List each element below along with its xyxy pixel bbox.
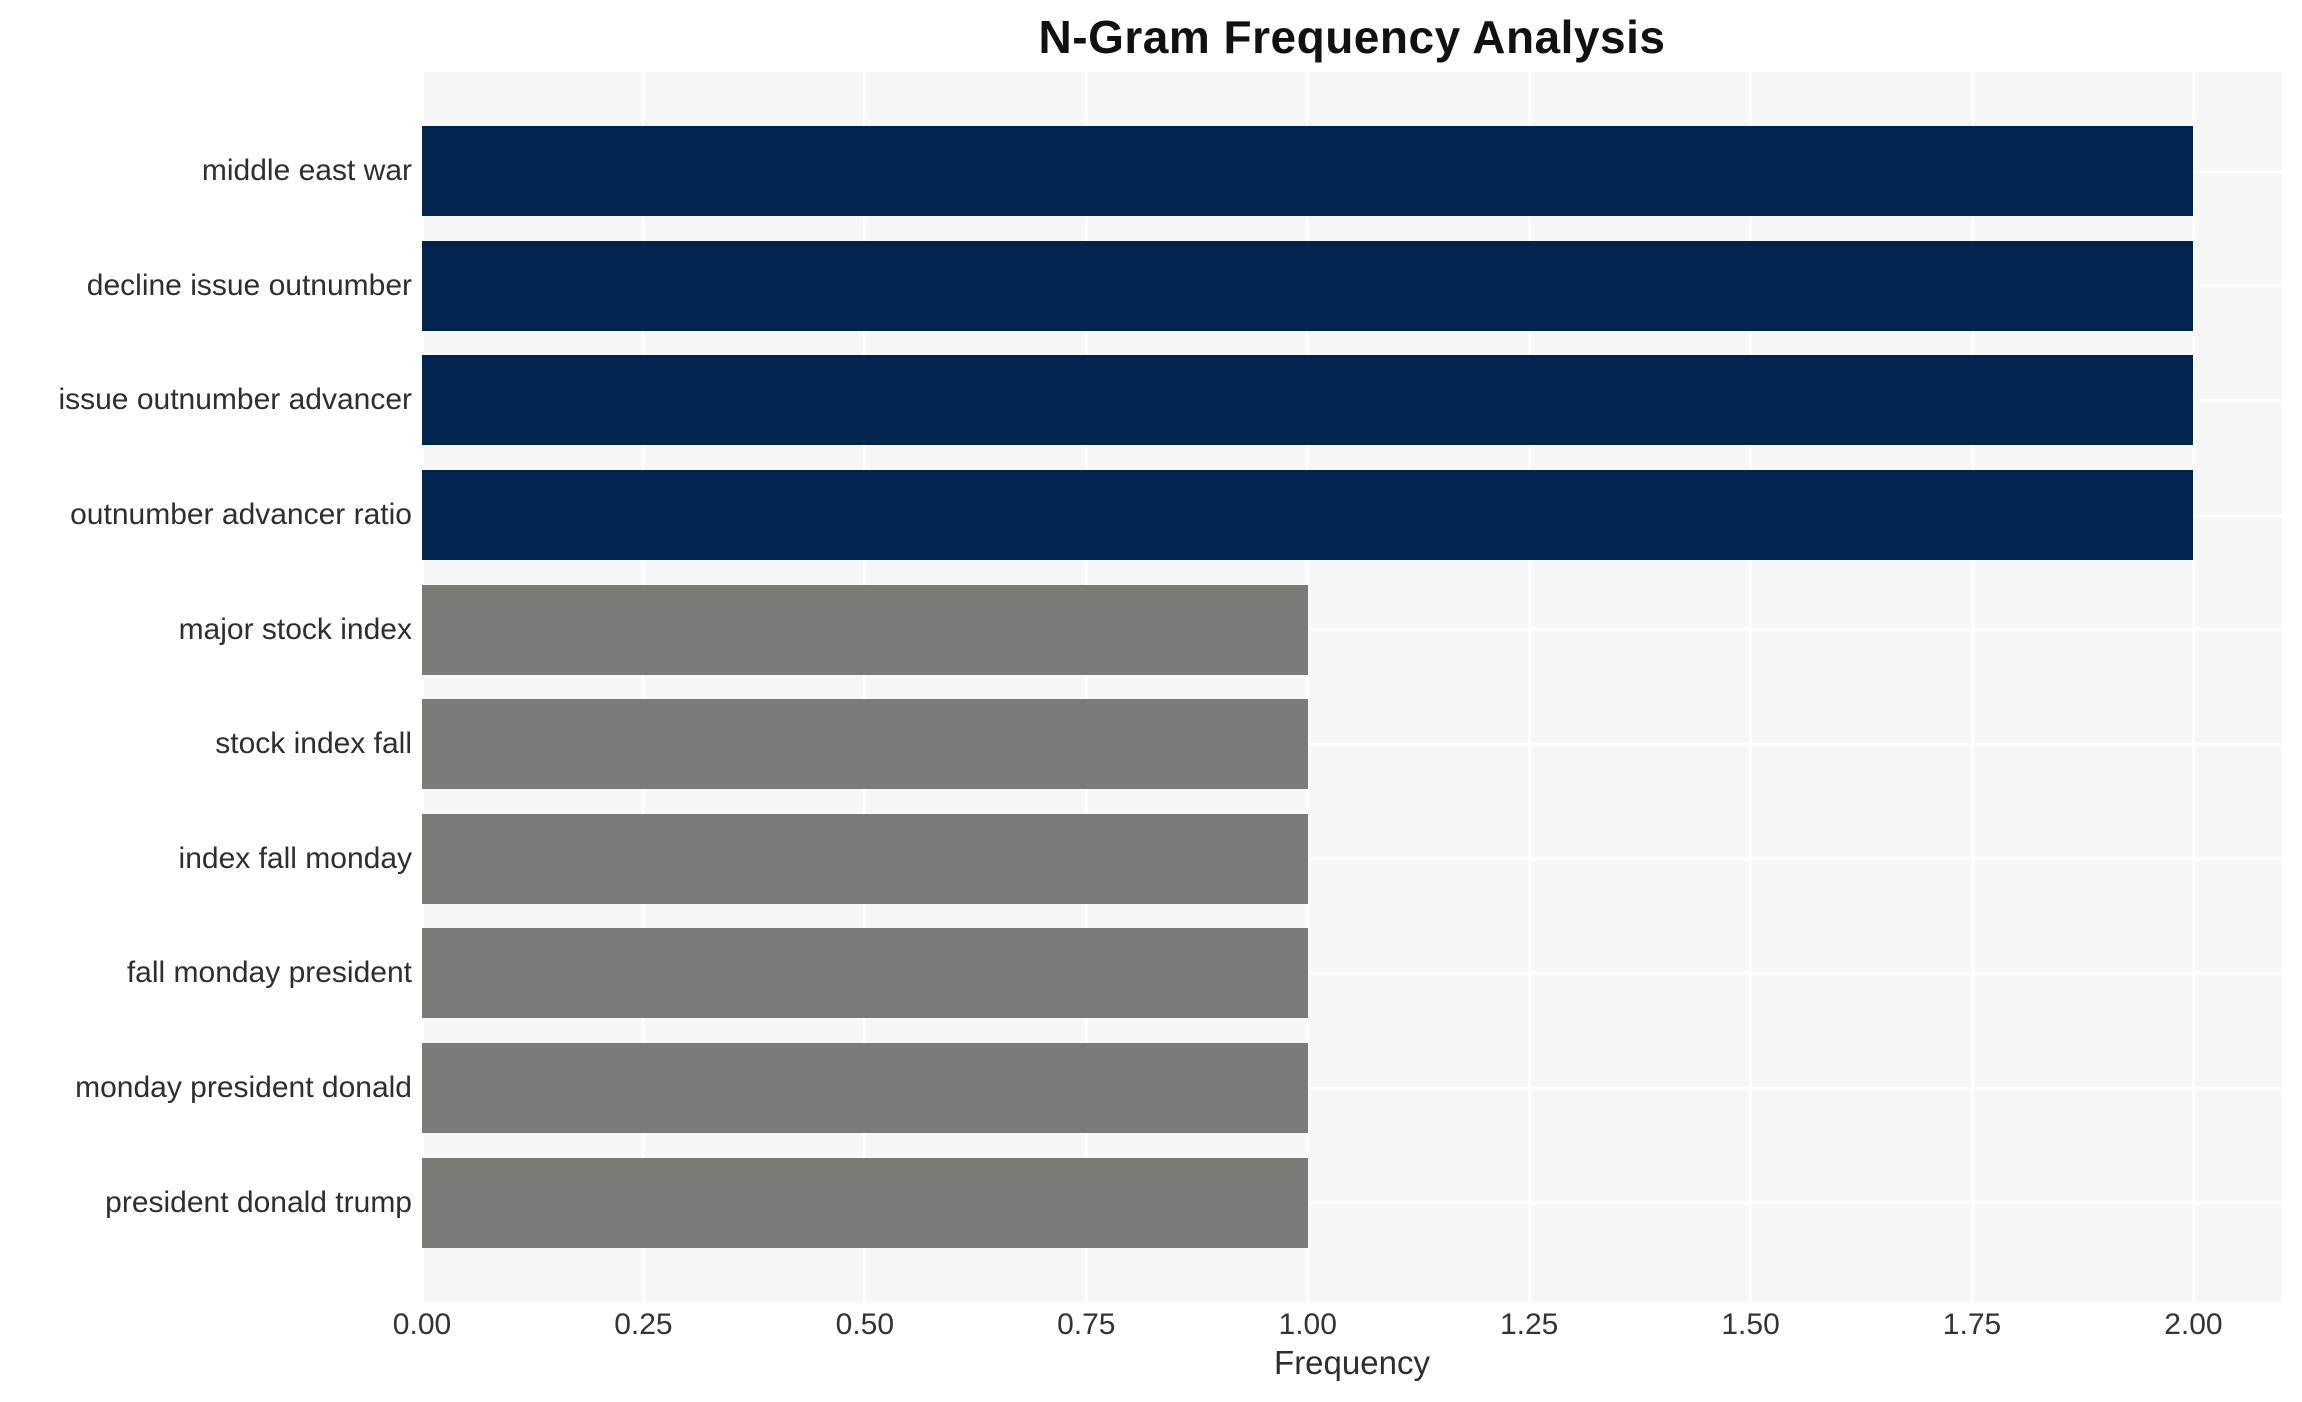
y-tick-label: issue outnumber advancer [58, 383, 412, 417]
bar-row [422, 802, 2282, 917]
vertical-gridline [1306, 72, 1310, 1302]
x-tick-label: 0.50 [835, 1308, 895, 1341]
frequency-bar [422, 699, 1308, 790]
y-tick-label-row: decline issue outnumber [0, 229, 412, 344]
y-tick-label: decline issue outnumber [86, 268, 412, 302]
y-tick-label: fall monday president [126, 956, 412, 990]
y-tick-label-row: middle east war [0, 114, 412, 229]
frequency-bar [422, 813, 1308, 904]
horizontal-gridline [422, 742, 2282, 746]
y-axis-labels: middle east war decline issue outnumber is… [0, 72, 412, 1302]
bar-row [422, 572, 2282, 687]
x-tick-label: 1.50 [1721, 1308, 1780, 1341]
y-tick-label: president donald trump [105, 1185, 412, 1219]
y-tick-label-row: monday president donald [0, 1031, 412, 1146]
y-tick-label-row: fall monday president [0, 916, 412, 1031]
frequency-bar [422, 584, 1308, 675]
y-tick-label: major stock index [178, 612, 412, 646]
vertical-gridline [1527, 72, 1531, 1302]
horizontal-gridline [422, 857, 2282, 861]
vertical-gridlines [420, 72, 2282, 1302]
plot-area [420, 72, 2282, 1302]
bar-row [422, 1145, 2282, 1260]
x-tick-label: 1.75 [1942, 1308, 2002, 1341]
frequency-bar [422, 1043, 1308, 1134]
x-tick-label: 0.00 [392, 1308, 452, 1341]
y-tick-label-row: stock index fall [0, 687, 412, 802]
bar-row [422, 114, 2282, 229]
bar-rows [422, 72, 2282, 1302]
frequency-bar [422, 470, 2194, 561]
vertical-gridline [1749, 72, 1753, 1302]
vertical-gridline [641, 72, 645, 1302]
horizontal-gridline [422, 971, 2282, 975]
x-axis-ticks: 0.00 0.25 0.50 0.75 1.00 1.25 1.50 1.75 2.00 [393, 1308, 2282, 1342]
chart-title: N-Gram Frequency Analysis [1038, 11, 1666, 63]
horizontal-gridline [422, 1201, 2282, 1205]
frequency-bar [422, 928, 1308, 1019]
vertical-gridline [420, 72, 424, 1302]
y-tick-label-row: outnumber advancer ratio [0, 458, 412, 573]
bar-row [422, 916, 2282, 1031]
vertical-gridline [2191, 72, 2195, 1302]
y-tick-label-row: issue outnumber advancer [0, 343, 412, 458]
y-tick-label-row: index fall monday [0, 802, 412, 917]
vertical-gridline [1970, 72, 1974, 1302]
y-tick-label: monday president donald [75, 1071, 412, 1105]
y-tick-label: stock index fall [215, 727, 412, 761]
bar-row [422, 343, 2282, 458]
y-tick-label-row: major stock index [0, 572, 412, 687]
y-tick-label-row: president donald trump [0, 1145, 412, 1260]
y-tick-label: middle east war [201, 154, 412, 188]
frequency-bar [422, 1157, 1308, 1248]
frequency-bar [422, 240, 2194, 331]
x-tick-label: 0.25 [614, 1308, 673, 1341]
vertical-gridline [1084, 72, 1088, 1302]
x-tick-label: 1.25 [1499, 1308, 1559, 1341]
bar-row [422, 687, 2282, 802]
bar-row [422, 229, 2282, 344]
bar-row [422, 458, 2282, 573]
horizontal-gridline [422, 1086, 2282, 1090]
frequency-bar [422, 355, 2194, 446]
x-tick-label: 2.00 [2164, 1308, 2223, 1341]
bar-row [422, 1031, 2282, 1146]
y-tick-label: index fall monday [178, 841, 412, 875]
y-tick-label: outnumber advancer ratio [70, 498, 412, 532]
x-tick-label: 1.00 [1278, 1308, 1337, 1341]
x-axis-title: Frequency [1274, 1344, 1430, 1381]
frequency-bar [422, 126, 2194, 217]
vertical-gridline [863, 72, 867, 1302]
x-tick-label: 0.75 [1057, 1308, 1116, 1341]
horizontal-gridline [422, 628, 2282, 632]
